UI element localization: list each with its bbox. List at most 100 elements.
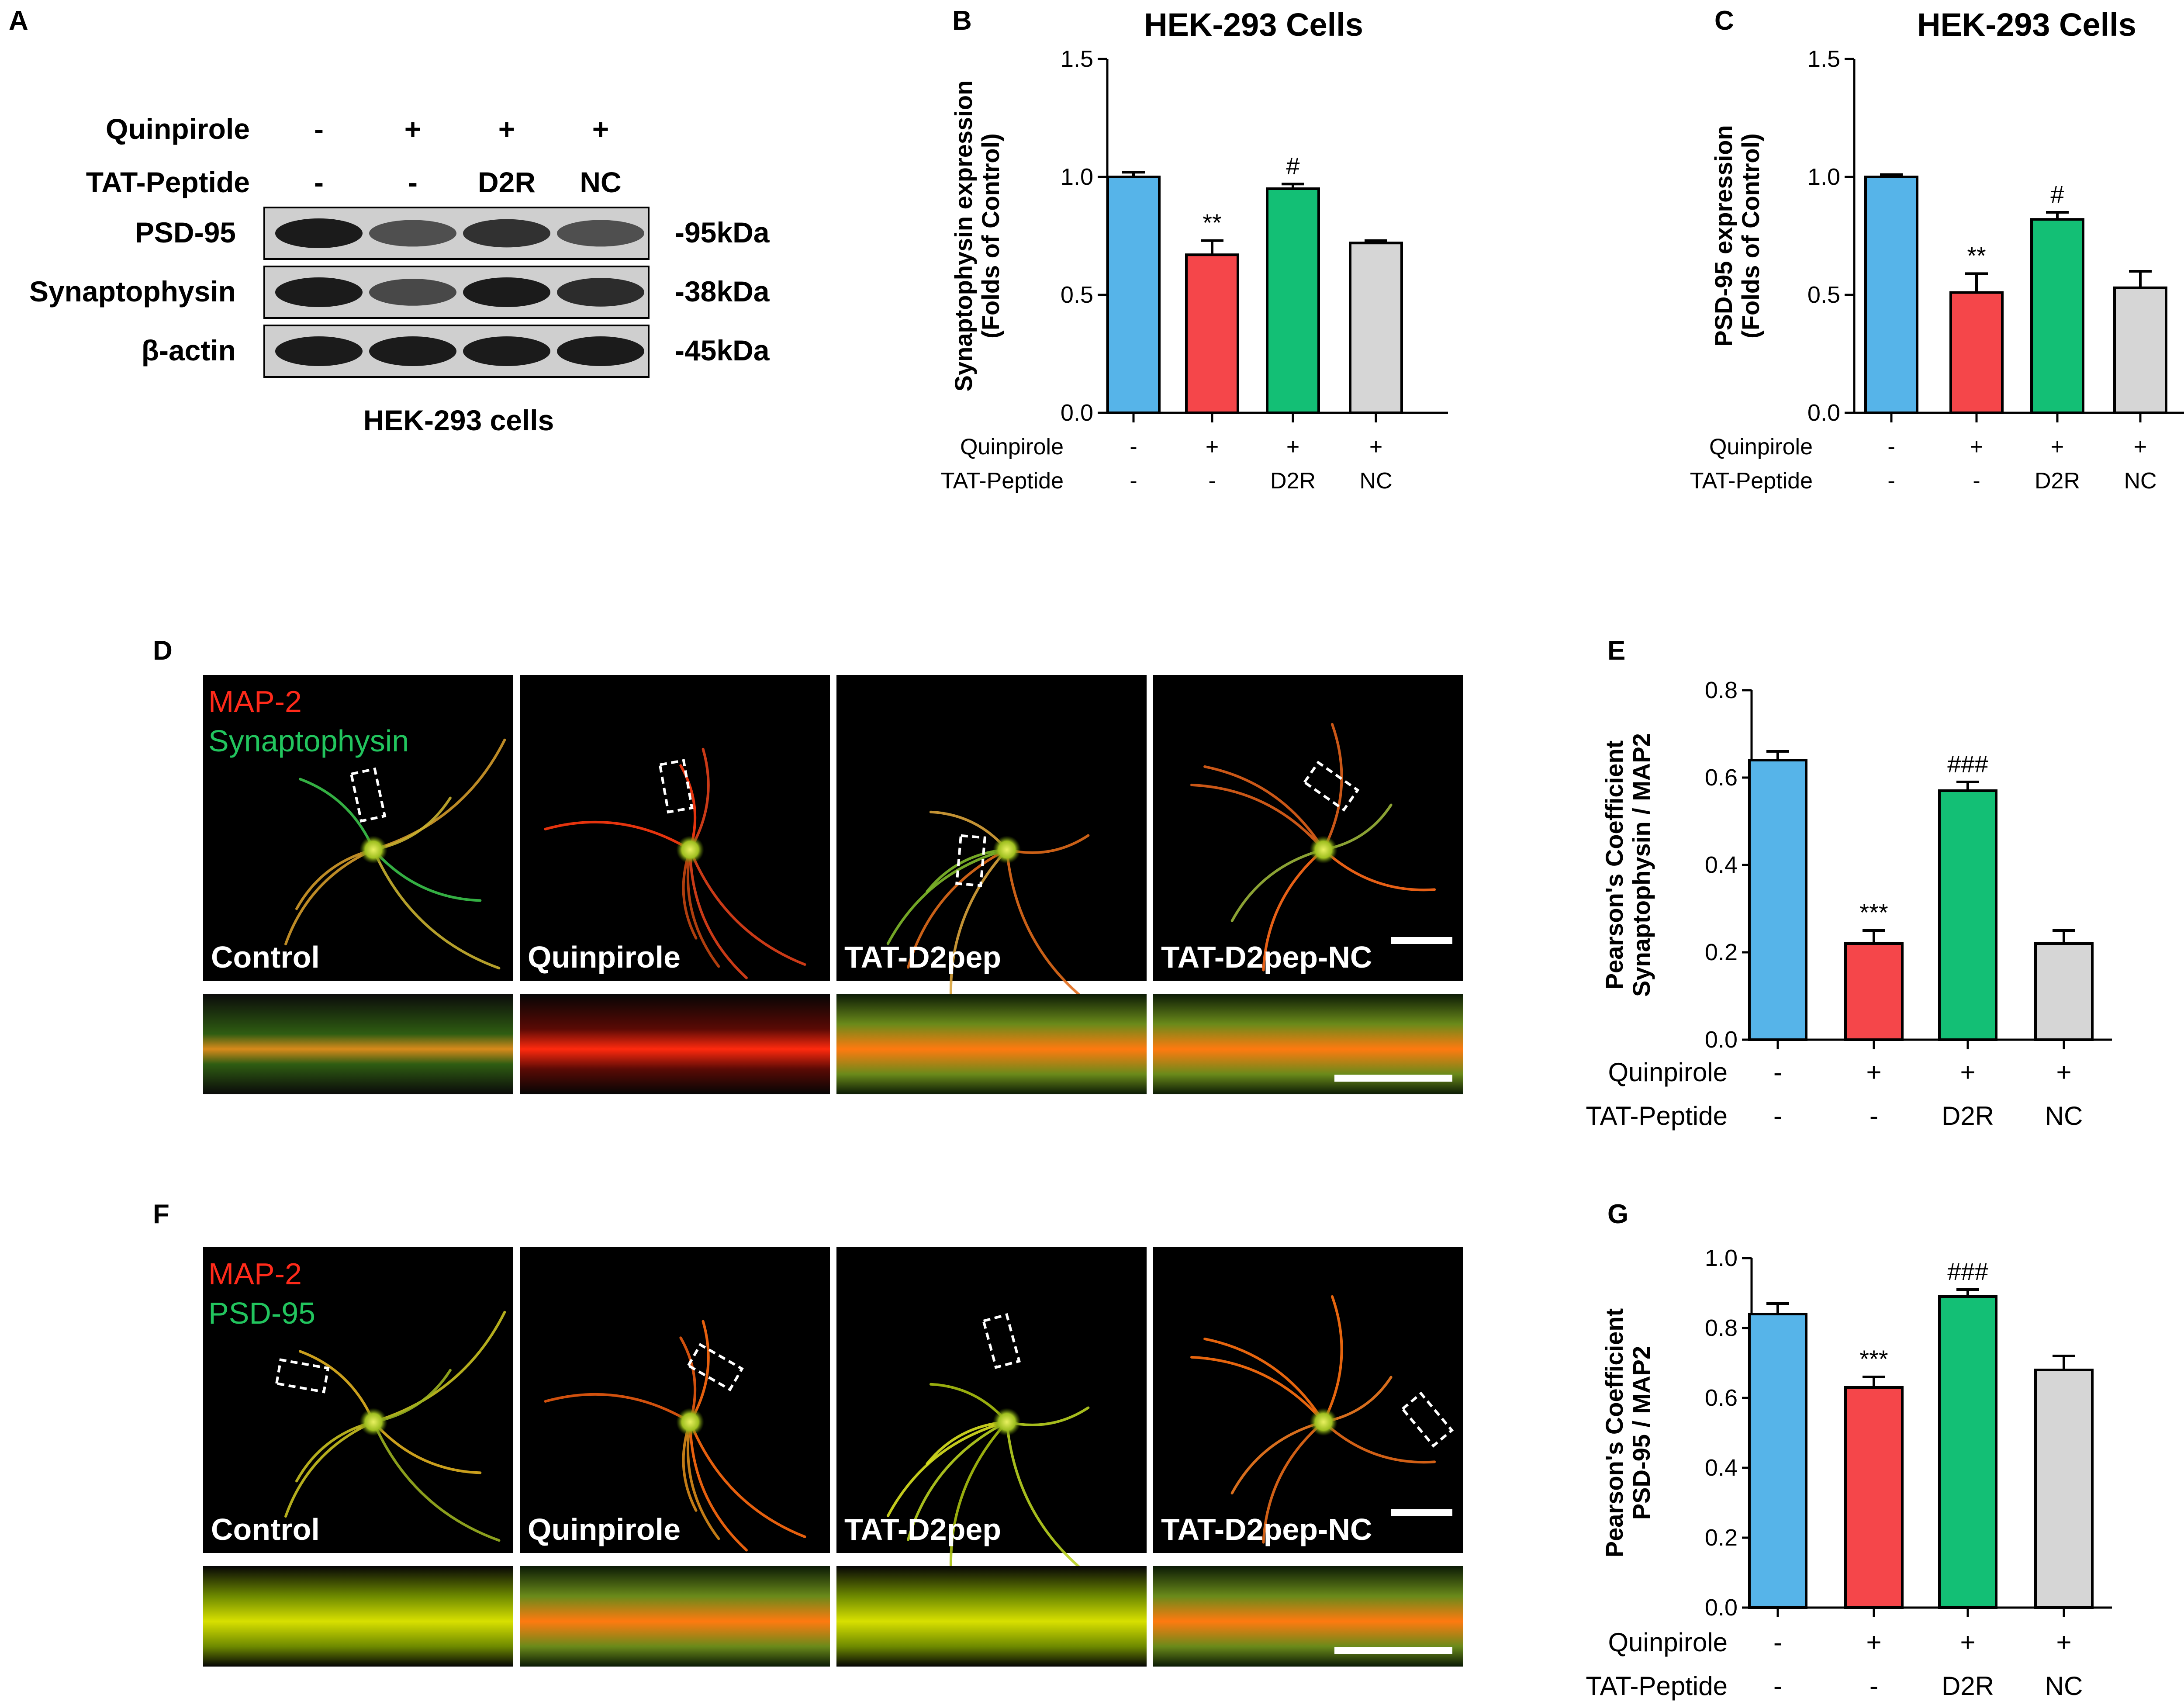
neuron-dendrite [949, 1421, 1008, 1582]
neuron-dendrite [886, 1421, 1008, 1518]
tat-peptide-sign: - [1887, 468, 1895, 494]
panel-f-microscopy: F Control Quinpirole TAT-D2pep TAT-D2pep-NC… [153, 1199, 1463, 1667]
y-axis-label: (Folds of Control) [1737, 133, 1764, 339]
wb-band-size: -38kDa [675, 275, 770, 308]
significance-label: ### [1947, 1258, 1988, 1285]
bar [1844, 1386, 1904, 1609]
chart-title: HEK-293 Cells [1917, 7, 2136, 43]
tat-peptide-sign: - [1773, 1671, 1782, 1701]
tat-peptide-sign: D2R [1942, 1101, 1994, 1131]
bar [2030, 218, 2084, 414]
quinpirole-sign: + [1866, 1628, 1881, 1657]
micro-condition-label: Control [211, 940, 320, 974]
scale-bar [1391, 1509, 1452, 1516]
wb-quinpirole-sign: + [592, 113, 609, 145]
y-tick-label: 0.2 [1705, 939, 1738, 965]
micro-condition-label: Quinpirole [528, 940, 681, 974]
y-tick-label: 1.0 [1705, 1245, 1738, 1271]
y-tick-label: 0.5 [1807, 282, 1840, 308]
stain-label-map2: MAP-2 [208, 685, 302, 719]
zoom-region-box [275, 1358, 330, 1394]
tat-peptide-sign: NC [2045, 1671, 2083, 1701]
neuron-dendrite [886, 848, 1008, 945]
neuron-dendrite [372, 1421, 501, 1542]
micro-panel-2: TAT-D2pep [836, 1247, 1147, 1667]
micro-zoom-strip [520, 1566, 830, 1667]
quinpirole-sign: + [1206, 434, 1219, 460]
panel-label-g: G [1607, 1199, 1628, 1229]
neuron-dendrite [1203, 765, 1325, 851]
wb-tat-sign: - [314, 166, 324, 198]
wb-band [463, 336, 550, 366]
y-tick-label: 0.8 [1705, 1315, 1738, 1341]
wb-tat-sign: NC [580, 166, 621, 198]
wb-quinpirole-sign: + [498, 113, 515, 145]
quinpirole-sign: + [1866, 1058, 1881, 1087]
micro-condition-label: TAT-D2pep [844, 940, 1001, 974]
chart-b: HEK-293 Cells 0.0 0.5 1.0 1.5 Synaptophysin e… [941, 7, 1448, 494]
wb-band [369, 279, 456, 306]
neuron-dendrite [544, 820, 691, 851]
zoom-region-box [1303, 761, 1360, 812]
neuron-dendrite [689, 1421, 806, 1538]
quinpirole-sign: + [1970, 434, 1983, 460]
y-tick-label: 0.4 [1705, 1455, 1738, 1481]
y-tick-label: 0.5 [1061, 282, 1093, 308]
micro-panel-3: TAT-D2pep-NC [1153, 1247, 1463, 1667]
quinpirole-sign: - [1773, 1058, 1782, 1087]
scale-bar-zoom [1334, 1647, 1452, 1654]
neuron-soma [676, 1408, 704, 1436]
wb-quinpirole-sign: + [404, 113, 422, 145]
neuron-soma [359, 1408, 387, 1436]
micro-zoom-strip [203, 1566, 513, 1667]
bar [1185, 253, 1239, 414]
y-tick-label: 0.8 [1705, 677, 1738, 703]
zoom-region-box [658, 759, 694, 814]
micro-panel-3: TAT-D2pep-NC [1153, 675, 1463, 1094]
wb-quinpirole-sign: - [314, 113, 324, 145]
neuron-dendrite [372, 848, 501, 970]
tat-peptide-sign: NC [2124, 468, 2156, 494]
significance-label: *** [1859, 1345, 1888, 1373]
micro-d-grid: Control Quinpirole TAT-D2pep TAT-D2pep-NC MA… [203, 675, 1463, 1094]
chart-c: HEK-293 Cells 0.0 0.5 1.0 1.5 PSD-95 expressi… [1690, 7, 2184, 494]
y-axis-label: Pearson's Coefficient [1600, 740, 1628, 989]
quinpirole-sign: - [1887, 434, 1895, 460]
tat-peptide-sign: - [1208, 468, 1216, 494]
neuron-dendrite [284, 848, 375, 946]
micro-image [203, 1247, 513, 1553]
neuron-soma [676, 836, 704, 864]
wb-row-header-tat: TAT-Peptide [86, 166, 250, 198]
micro-condition-label: TAT-D2pep-NC [1161, 940, 1372, 974]
bar [1748, 759, 1807, 1041]
condition-row-label: Quinpirole [1709, 434, 1813, 460]
bar [1938, 789, 1997, 1041]
wb-band [463, 277, 550, 307]
micro-zoom-strip [203, 994, 513, 1094]
bar [2113, 286, 2167, 414]
tat-peptide-sign: NC [2045, 1101, 2083, 1131]
tat-peptide-sign: - [1870, 1671, 1878, 1701]
quinpirole-sign: + [2056, 1628, 2071, 1657]
y-tick-label: 0.0 [1061, 400, 1093, 426]
chart-e: 0.0 0.2 0.4 0.6 0.8 Pearson's Coefficient Syna… [1586, 677, 2112, 1131]
zoom-region-box [686, 1343, 744, 1391]
significance-label: # [1286, 152, 1299, 180]
neuron-dendrite [1006, 848, 1091, 1005]
neuron-dendrite [372, 1421, 482, 1474]
neuron-dendrite [949, 848, 1008, 1010]
zoom-region-box [982, 1313, 1021, 1369]
bar [1949, 291, 2004, 414]
micro-image [520, 675, 830, 981]
stain-label-map2: MAP-2 [208, 1257, 302, 1291]
neuron-dendrite [689, 848, 748, 979]
micro-condition-label: TAT-D2pep [844, 1512, 1001, 1546]
condition-row-label: TAT-Peptide [1690, 468, 1813, 494]
significance-label: # [2050, 180, 2064, 208]
zoom-region-box [349, 767, 387, 823]
neuron-dendrite [1203, 1338, 1325, 1423]
condition-row-label: TAT-Peptide [1586, 1671, 1728, 1701]
bar [1864, 176, 1918, 414]
wb-row-header-quinpirole: Quinpirole [106, 113, 250, 145]
